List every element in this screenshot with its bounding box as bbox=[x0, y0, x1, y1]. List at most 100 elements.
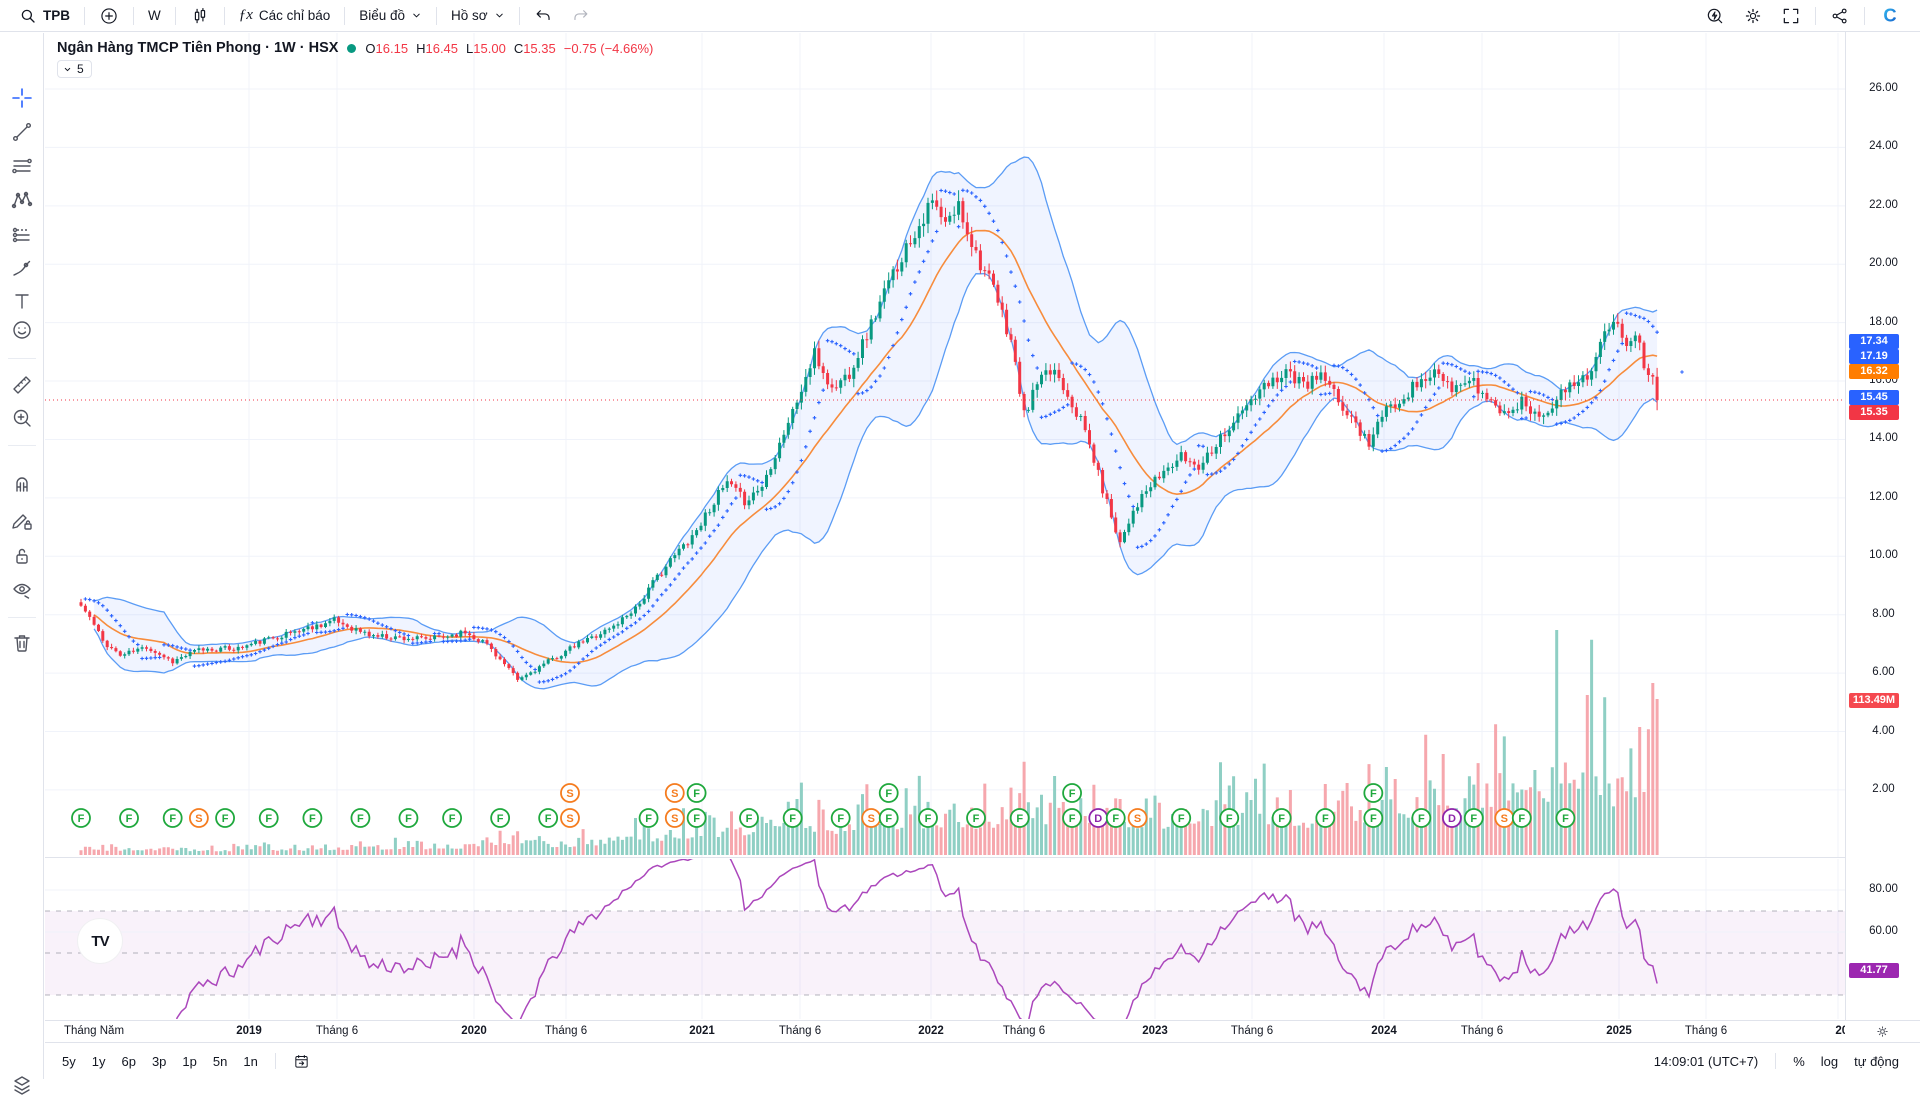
compare-add-button[interactable] bbox=[90, 3, 128, 29]
tool-crosshair-icon[interactable] bbox=[7, 83, 37, 113]
quick-alert-button[interactable] bbox=[1696, 3, 1734, 29]
event-badge-F[interactable]: F bbox=[966, 808, 986, 828]
range-1p[interactable]: 1p bbox=[175, 1051, 203, 1072]
event-badge-F[interactable]: F bbox=[638, 808, 659, 828]
chart-style-button[interactable] bbox=[181, 3, 219, 29]
event-badge-F[interactable]: F bbox=[739, 808, 759, 828]
range-1y[interactable]: 1y bbox=[85, 1051, 113, 1072]
range-3p[interactable]: 3p bbox=[145, 1051, 173, 1072]
event-badge-F[interactable]: F bbox=[442, 808, 463, 828]
event-badge-S[interactable]: S bbox=[560, 783, 580, 803]
event-badge-F[interactable]: F bbox=[1555, 808, 1576, 828]
tool-lock-icon[interactable] bbox=[7, 541, 37, 571]
tool-trash-icon[interactable] bbox=[7, 628, 37, 658]
price-axis[interactable]: 26.00 24.00 22.00 20.00 18.00 16.00 14.00 12.00… bbox=[1845, 32, 1920, 1020]
tool-layers-icon[interactable] bbox=[7, 1070, 37, 1100]
tool-magnet-icon[interactable] bbox=[7, 468, 37, 498]
event-badge-D[interactable]: D bbox=[1442, 808, 1462, 828]
auto-scale-toggle[interactable]: tự động bbox=[1854, 1053, 1899, 1069]
event-badge-F[interactable]: F bbox=[1363, 808, 1384, 828]
range-5y[interactable]: 5y bbox=[55, 1051, 83, 1072]
event-badge-S[interactable]: S bbox=[188, 808, 209, 828]
event-badge-F[interactable]: F bbox=[1411, 808, 1432, 828]
event-badge-S[interactable]: S bbox=[1127, 808, 1148, 828]
event-badge-S[interactable]: S bbox=[861, 808, 882, 828]
event-badge-F[interactable]: F bbox=[1363, 783, 1384, 803]
drawing-lock-icon bbox=[12, 514, 32, 530]
event-badge-F[interactable]: F bbox=[1105, 808, 1126, 828]
percent-scale-toggle[interactable]: % bbox=[1793, 1053, 1805, 1069]
event-badge-S[interactable]: S bbox=[664, 783, 685, 803]
event-badge-F[interactable]: F bbox=[119, 808, 139, 828]
chart-menu-button[interactable]: Biểu đồ bbox=[350, 3, 431, 29]
event-badge-F[interactable]: F bbox=[686, 808, 707, 828]
time-axis[interactable]: Tháng Năm 2019 Tháng 6 2020 Tháng 6 2021 Tháng… bbox=[45, 1020, 1845, 1042]
range-5n[interactable]: 5n bbox=[206, 1051, 234, 1072]
settings-button[interactable] bbox=[1734, 3, 1772, 29]
event-badge-D[interactable]: D bbox=[1088, 808, 1109, 828]
share-button[interactable] bbox=[1821, 3, 1859, 29]
pane-divider[interactable] bbox=[45, 857, 1920, 858]
chart-legend[interactable]: Ngân Hàng TMCP Tiên Phong · 1W · HSX O16… bbox=[57, 40, 653, 56]
event-badge-F[interactable]: F bbox=[538, 808, 559, 828]
event-badge-F[interactable]: F bbox=[1315, 808, 1336, 828]
tool-hide-drawings-eye-icon[interactable] bbox=[7, 575, 37, 605]
svg-text:F: F bbox=[1069, 813, 1076, 825]
tool-drawing-lock-icon[interactable] bbox=[7, 505, 37, 535]
log-scale-toggle[interactable]: log bbox=[1820, 1053, 1839, 1069]
event-badge-F[interactable]: F bbox=[398, 808, 419, 828]
event-badge-S[interactable]: S bbox=[664, 808, 685, 828]
indicators-button[interactable]: ƒx Các chỉ báo bbox=[230, 3, 339, 29]
axis-settings-corner[interactable] bbox=[1845, 1020, 1920, 1042]
event-badge-F[interactable]: F bbox=[1463, 808, 1484, 828]
fullscreen-button[interactable] bbox=[1772, 3, 1810, 29]
event-badge-F[interactable]: F bbox=[490, 808, 511, 828]
event-badge-F[interactable]: F bbox=[782, 808, 803, 828]
interval-button[interactable]: W bbox=[139, 3, 170, 29]
profile-menu-button[interactable]: Hồ sơ bbox=[442, 3, 514, 29]
tool-ruler-icon[interactable] bbox=[7, 370, 37, 400]
event-badge-F[interactable]: F bbox=[686, 783, 707, 803]
tool-zoom-in-icon[interactable] bbox=[7, 403, 37, 433]
event-badge-F[interactable]: F bbox=[1062, 783, 1082, 803]
clock[interactable]: 14:09:01 (UTC+7) bbox=[1653, 1053, 1759, 1069]
tool-text-tool-icon[interactable] bbox=[7, 286, 37, 316]
event-badge-F[interactable]: F bbox=[1271, 808, 1292, 828]
svg-text:F: F bbox=[1178, 813, 1185, 825]
range-6p[interactable]: 6p bbox=[114, 1051, 142, 1072]
event-badge-F[interactable]: F bbox=[1219, 808, 1240, 828]
tool-projection-icon[interactable] bbox=[7, 219, 37, 249]
tool-parallel-lines-icon[interactable] bbox=[7, 151, 37, 181]
event-badge-F[interactable]: F bbox=[215, 808, 235, 828]
event-badge-S[interactable]: S bbox=[1494, 808, 1515, 828]
symbol-search[interactable]: TPB bbox=[10, 3, 79, 29]
svg-text:F: F bbox=[885, 788, 892, 800]
tool-pattern-xabcd-icon[interactable] bbox=[7, 185, 37, 215]
event-badge-F[interactable]: F bbox=[878, 783, 899, 803]
tool-trend-line-icon[interactable] bbox=[7, 117, 37, 147]
goto-date-button[interactable] bbox=[286, 1050, 317, 1073]
price-tag: 17.34 bbox=[1849, 334, 1899, 350]
event-badge-F[interactable]: F bbox=[258, 808, 279, 828]
indicators-chip[interactable]: 5 bbox=[57, 60, 92, 78]
event-badge-F[interactable]: F bbox=[302, 808, 323, 828]
event-badge-S[interactable]: S bbox=[560, 808, 580, 828]
event-badge-F[interactable]: F bbox=[1009, 808, 1030, 828]
event-badge-F[interactable]: F bbox=[71, 808, 91, 828]
event-badge-F[interactable]: F bbox=[1511, 808, 1532, 828]
range-1n[interactable]: 1n bbox=[236, 1051, 264, 1072]
event-badge-F[interactable]: F bbox=[830, 808, 851, 828]
event-badge-F[interactable]: F bbox=[162, 808, 183, 828]
tool-brush-icon[interactable] bbox=[7, 253, 37, 283]
event-badge-F[interactable]: F bbox=[918, 808, 938, 828]
redo-button[interactable] bbox=[562, 3, 599, 29]
rsi-tag: 41.77 bbox=[1849, 962, 1899, 978]
event-badge-F[interactable]: F bbox=[1171, 808, 1192, 828]
app-logo[interactable]: C bbox=[1870, 3, 1910, 29]
event-badge-F[interactable]: F bbox=[350, 808, 371, 828]
event-badge-F[interactable]: F bbox=[1062, 808, 1082, 828]
undo-button[interactable] bbox=[525, 3, 562, 29]
tool-emoji-icon[interactable] bbox=[7, 315, 37, 345]
event-badge-F[interactable]: F bbox=[878, 808, 899, 828]
